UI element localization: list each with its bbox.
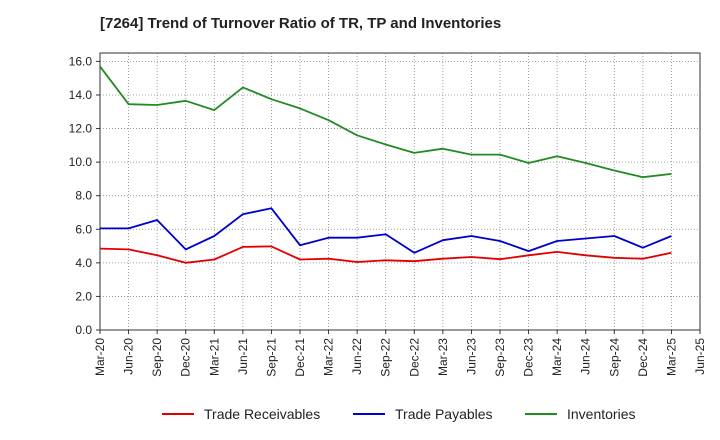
y-tick-label: 16.0 [69,54,93,68]
y-tick-label: 8.0 [75,189,92,203]
y-tick-label: 0.0 [75,323,92,337]
x-tick-label: Mar-23 [436,338,450,376]
x-tick-label: Sep-23 [493,338,507,377]
x-tick-label: Jun-25 [693,338,707,375]
x-tick-label: Dec-22 [407,338,421,377]
x-tick-label: Jun-20 [122,338,136,375]
legend-label: Trade Payables [395,406,493,422]
y-tick-label: 14.0 [69,88,93,102]
x-tick-label: Mar-24 [550,338,564,376]
x-tick-label: Jun-22 [350,338,364,375]
x-tick-label: Sep-20 [150,338,164,377]
x-tick-label: Sep-21 [264,338,278,377]
plot-area-frame [99,52,701,331]
x-tick-label: Jun-21 [236,338,250,375]
series-line-trade-receivables [99,245,672,264]
y-tick-label: 2.0 [75,289,92,303]
legend-label: Trade Receivables [204,406,320,422]
x-tick-label: Dec-21 [293,338,307,377]
y-tick-label: 6.0 [75,222,92,236]
legend-label: Inventories [567,406,635,422]
x-tick-label: Sep-22 [379,338,393,377]
x-tick-label: Dec-24 [636,338,650,377]
x-tick-label: Jun-24 [579,338,593,375]
x-tick-label: Sep-24 [607,338,621,377]
x-tick-label: Mar-22 [322,338,336,376]
x-tick-label: Mar-25 [664,338,678,376]
y-tick-label: 12.0 [69,122,93,136]
x-tick-label: Mar-21 [207,338,221,376]
x-tick-label: Dec-23 [522,338,536,377]
y-tick-label: 10.0 [69,155,93,169]
y-tick-label: 4.0 [75,256,92,270]
x-tick-label: Mar-20 [93,338,107,376]
x-tick-label: Jun-23 [464,338,478,375]
chart-title: [7264] Trend of Turnover Ratio of TR, TP… [100,15,502,32]
series-line-trade-payables [100,207,672,254]
x-tick-label: Dec-20 [179,338,193,377]
series-line-inventories [99,65,672,179]
